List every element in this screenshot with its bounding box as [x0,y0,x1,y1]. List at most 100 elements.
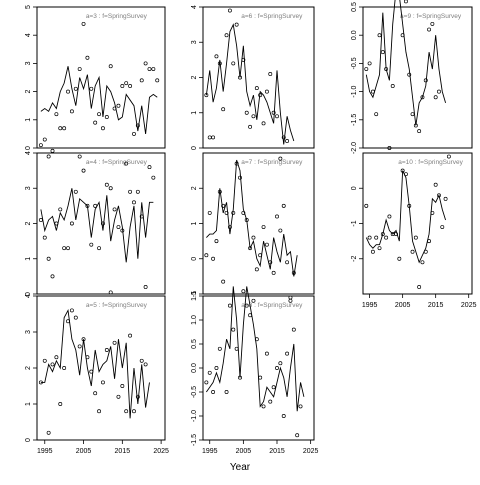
data-point [268,260,273,265]
data-point [241,210,246,215]
data-point [135,123,140,128]
data-point [100,221,105,226]
data-point [403,0,408,4]
data-point [285,260,290,265]
data-point [66,89,70,94]
data-point [370,249,375,254]
data-point [400,33,405,38]
data-point [420,260,425,265]
data-point [38,143,43,148]
panel-label: a=5 : f=SpringSurvey [86,302,148,309]
y-tick-label: 1.5 [191,291,198,301]
data-point [139,358,144,363]
data-point [211,256,216,261]
data-point [139,214,144,219]
data-point [135,189,140,194]
data-point [42,137,47,142]
data-point [251,235,256,240]
data-point [116,394,121,399]
data-point [116,225,121,229]
data-point [403,172,408,177]
data-point [139,78,144,83]
data-point [100,380,105,385]
data-point [423,78,428,83]
data-point [285,351,290,356]
data-point [271,385,276,390]
y-tick-label: -2 [351,256,358,262]
panel-frame [36,6,166,149]
panel-label: a=3 : f=SpringSurvey [86,13,148,20]
data-point [132,131,136,136]
fitted-line [365,170,447,264]
x-tick-label: 2025 [153,448,169,455]
panel-label: a=6 : f=SpringSurvey [241,13,303,20]
panel-label: a=9 : f=SpringSurvey [400,13,462,20]
data-point [214,54,219,59]
data-point [128,84,133,88]
data-point [46,256,51,261]
data-point [238,375,242,380]
data-point [66,246,70,251]
x-tick-label: 2015 [269,448,285,455]
panel-4: a=6 : f=SpringSurvey 0 1 2 3 4 [191,5,315,161]
data-point [417,129,422,134]
data-point [298,404,303,409]
y-tick-label: 0 [191,146,198,150]
data-point [258,93,263,98]
panel-label: a=4 : f=SpringSurvey [86,159,148,166]
data-point [112,340,117,345]
y-tick-label: 5 [25,5,32,9]
data-point [120,228,125,233]
data-point [244,110,249,115]
data-point [151,175,156,180]
data-point [374,112,379,117]
data-point [248,124,253,129]
y-tick-label: 0.0 [191,363,198,373]
x-tick-label: 2025 [303,448,319,455]
data-point [446,154,451,159]
data-point [234,161,239,166]
data-point [417,285,422,289]
data-point [42,358,47,363]
data-point [224,390,229,394]
data-point [108,64,113,69]
y-tick-label: -1 [351,220,358,226]
fitted-line [40,308,150,419]
x-tick-label: 2015 [428,302,444,309]
data-point [204,380,209,385]
x-tick-label: 2005 [76,448,92,455]
data-point [132,200,136,205]
data-point [207,370,212,375]
data-point [291,327,296,332]
data-point [66,319,70,324]
data-point [271,270,276,275]
data-point [89,369,94,374]
data-point [387,146,392,150]
y-tick-label: -1.0 [191,410,198,422]
data-point [132,409,136,414]
data-point [214,239,219,244]
y-tick-label: 1 [191,221,198,225]
data-point [46,154,51,159]
data-point [97,246,102,251]
data-point [147,67,152,71]
data-point [211,135,216,140]
data-point [410,112,415,117]
data-point [58,402,63,406]
y-tick-label: -1 [191,291,198,297]
data-point [77,67,82,71]
fitted-line [205,23,295,145]
x-tick-label: 1995 [202,448,218,455]
panel-5: a=7 : f=SpringSurvey -1 0 1 2 [191,152,315,300]
data-point [275,114,279,119]
data-point [217,61,222,66]
panel-frame [202,295,315,441]
panel-frame [362,6,473,149]
data-point [104,115,109,119]
data-point [128,189,133,194]
x-tick-label: 1995 [37,448,53,455]
data-point [97,409,102,414]
y-tick-label: 3 [25,61,32,65]
data-point [143,285,148,289]
